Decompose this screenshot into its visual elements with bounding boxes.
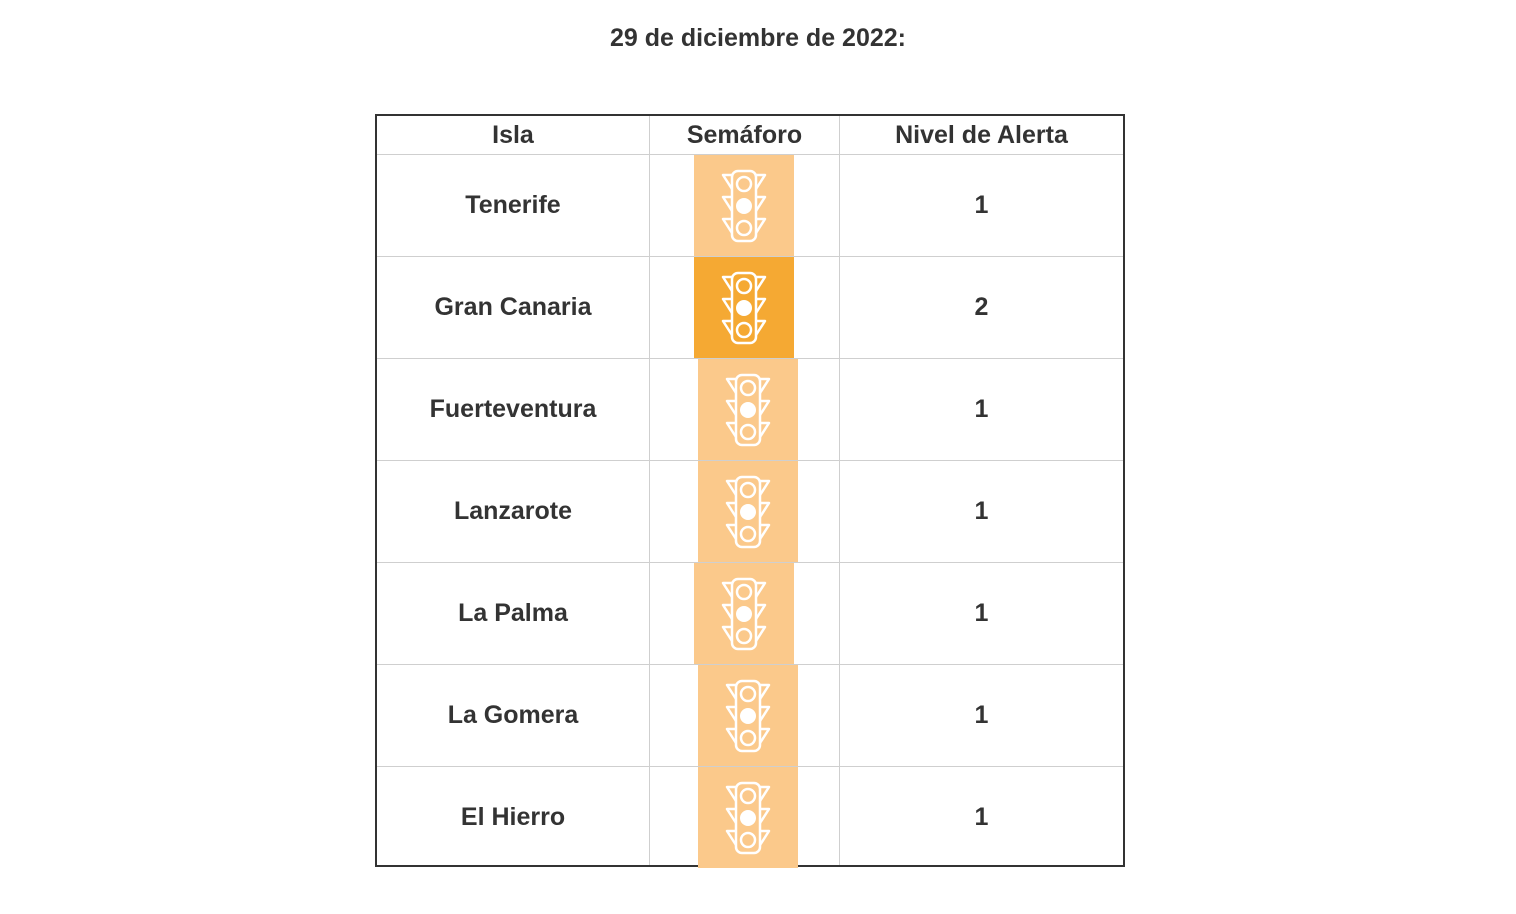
semaforo-swatch	[694, 155, 794, 256]
column-divider	[649, 116, 650, 865]
row-divider	[377, 358, 1123, 359]
cell-nivel-de-alerta: 1	[974, 395, 989, 423]
semaforo-swatch	[698, 767, 798, 868]
cell-nivel-de-alerta: 1	[974, 599, 989, 627]
cell-nivel-de-alerta: 1	[974, 701, 989, 729]
cell-isla: Fuerteventura	[429, 395, 597, 423]
semaforo-swatch	[698, 461, 798, 562]
cell-nivel-de-alerta: 1	[974, 497, 989, 525]
alert-level-table: Isla Semáforo Nivel de Alerta Tenerife 1 G…	[375, 114, 1125, 868]
row-divider	[377, 460, 1123, 461]
cell-isla: La Gomera	[447, 701, 579, 729]
cell-isla: El Hierro	[460, 803, 566, 831]
semaforo-swatch	[694, 563, 794, 664]
cell-nivel-de-alerta: 1	[974, 803, 989, 831]
row-divider	[377, 154, 1123, 155]
row-divider	[377, 664, 1123, 665]
cell-isla: Lanzarote	[453, 497, 573, 525]
semaforo-swatch	[698, 359, 798, 460]
semaforo-swatch	[694, 257, 794, 358]
cell-nivel-de-alerta: 2	[974, 293, 989, 321]
traffic-light-icon	[725, 781, 771, 854]
row-divider	[377, 766, 1123, 767]
column-divider	[839, 116, 840, 865]
row-divider	[377, 562, 1123, 563]
traffic-light-icon	[725, 679, 771, 752]
header-semaforo: Semáforo	[686, 120, 803, 149]
cell-nivel-de-alerta: 1	[974, 191, 989, 219]
cell-isla: Gran Canaria	[434, 293, 592, 321]
traffic-light-icon	[721, 577, 767, 650]
traffic-light-icon	[721, 169, 767, 242]
header-isla: Isla	[492, 120, 534, 149]
semaforo-swatch	[698, 665, 798, 766]
cell-isla: Tenerife	[465, 191, 561, 219]
cell-isla: La Palma	[458, 599, 568, 627]
traffic-light-icon	[721, 271, 767, 344]
traffic-light-icon	[725, 475, 771, 548]
traffic-light-icon	[725, 373, 771, 446]
page-title: 29 de diciembre de 2022:	[610, 24, 906, 52]
header-nivel-de-alerta: Nivel de Alerta	[895, 120, 1068, 149]
row-divider	[377, 256, 1123, 257]
